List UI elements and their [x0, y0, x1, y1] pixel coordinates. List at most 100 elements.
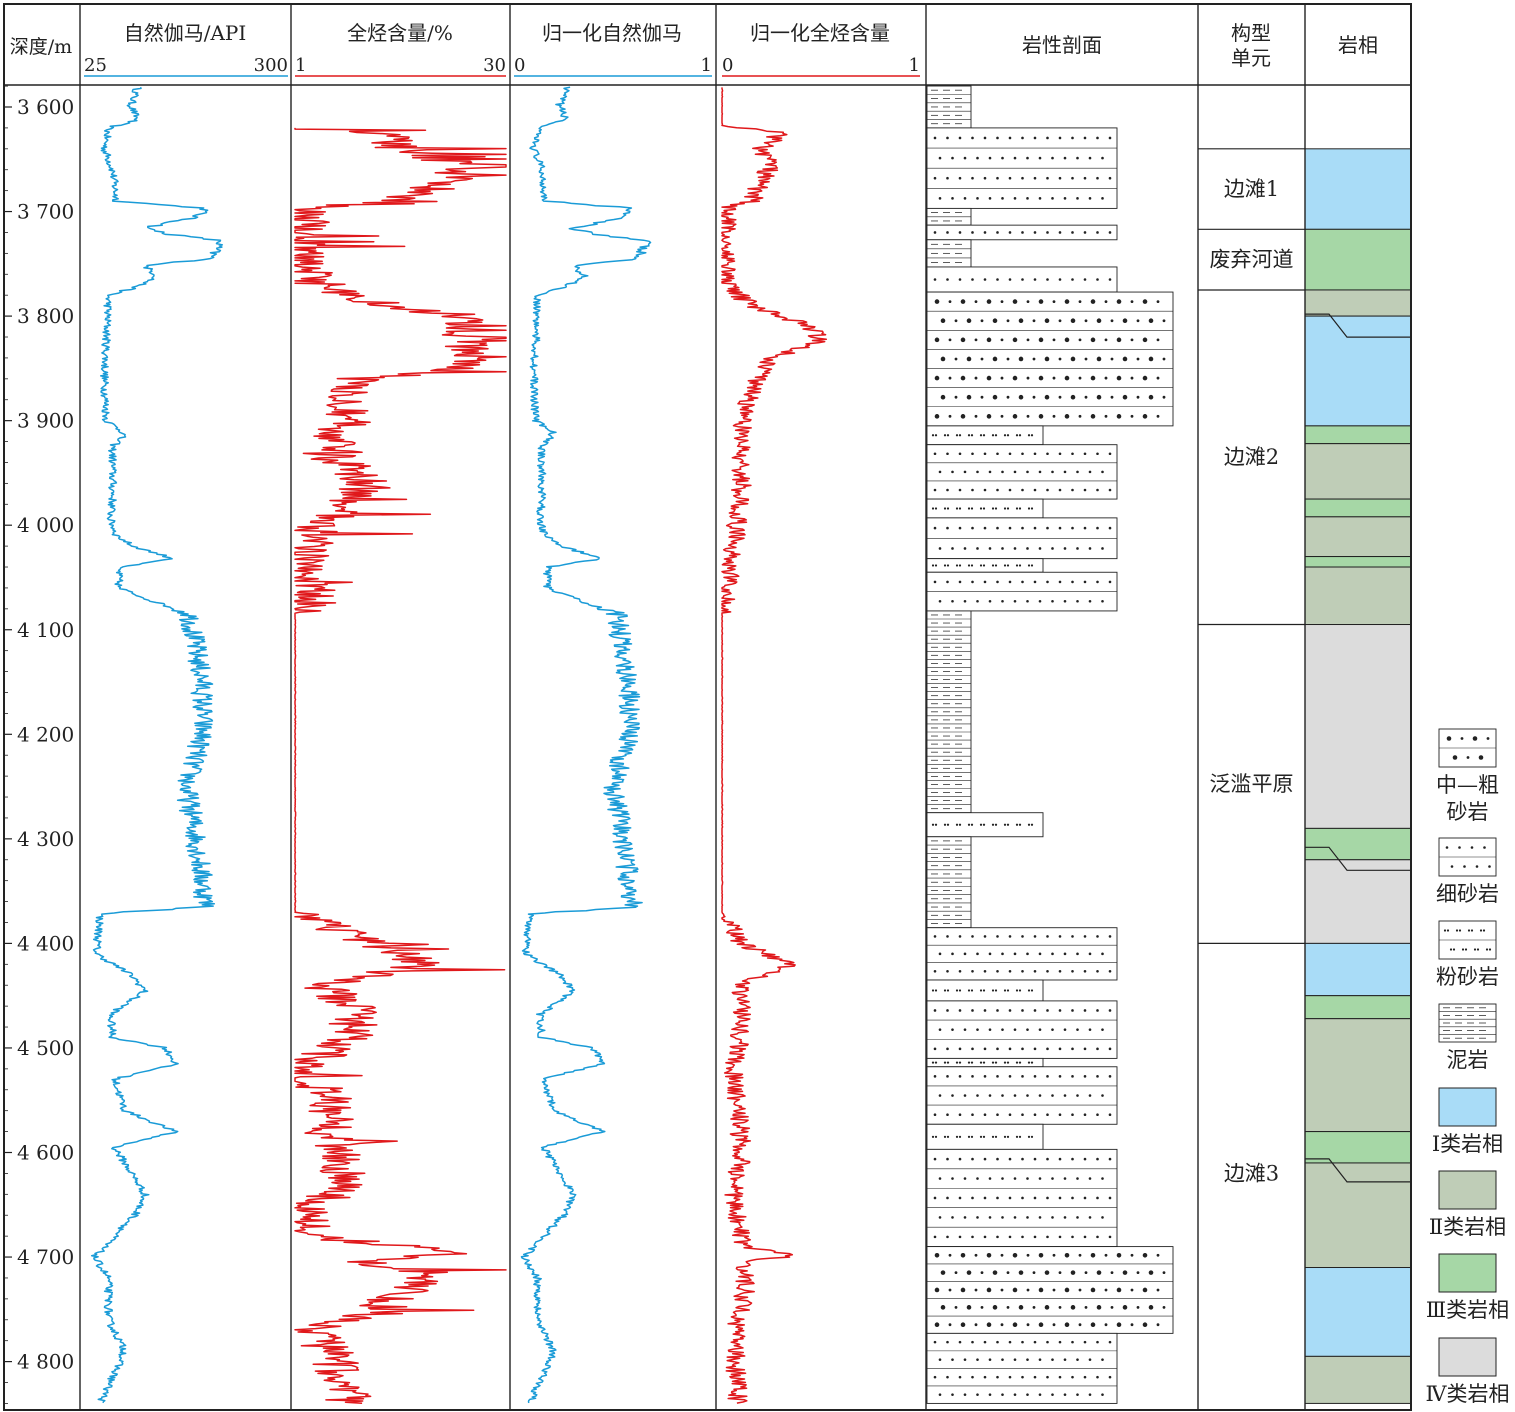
gr-header: 自然伽马/API: [124, 21, 247, 45]
lith-mud-pattern: [926, 85, 972, 129]
ngr-header: 归一化自然伽马: [542, 21, 682, 45]
legend-swatch-fine: [1438, 837, 1497, 877]
lithology-header: 岩性剖面: [1022, 33, 1102, 57]
facies-column: [1304, 148, 1412, 1404]
tg-scale-max: 30: [483, 55, 506, 76]
lith-silt-pattern: [926, 425, 1044, 446]
legend-label: Ⅱ类岩相: [1429, 1215, 1506, 1239]
legend-swatch-facies-IV: [1438, 1337, 1497, 1377]
facies-interval: [1304, 624, 1412, 829]
lith-fine-pattern: [926, 1332, 1118, 1404]
lith-coarse-pattern: [926, 291, 1174, 427]
gr-scale-max: 300: [254, 55, 288, 76]
depth-tick-label: 4 700: [17, 1245, 74, 1269]
unit-label: 边滩1: [1224, 177, 1279, 201]
facies-header: 岩相: [1338, 33, 1378, 57]
facies-interval: [1304, 1162, 1412, 1269]
facies-interval: [1304, 1355, 1412, 1404]
ngr-scale-min: 0: [514, 55, 525, 76]
lithology-column: [926, 85, 1174, 1404]
facies-interval: [1304, 942, 1412, 997]
legend-swatch-mud: [1438, 1003, 1497, 1043]
tg-curve: [294, 127, 507, 1405]
facies-interval: [1304, 148, 1412, 230]
legend-swatch-silt: [1438, 920, 1497, 960]
outer-border: [3, 3, 1412, 1411]
legend-swatch-facies-II: [1438, 1170, 1497, 1210]
facies-interval: [1304, 1018, 1412, 1133]
lith-silt-pattern: [926, 558, 1044, 573]
log-curves: [90, 86, 828, 1405]
lith-mud-pattern: [926, 207, 972, 226]
legend-swatch-facies-I: [1438, 1087, 1497, 1127]
table-frame: [3, 3, 1412, 1411]
facies-interval: [1304, 827, 1412, 861]
facies-interval: [1304, 315, 1412, 427]
legend-label: 粉砂岩: [1436, 965, 1499, 989]
facies-contact-line: [1305, 1158, 1411, 1183]
tg-scale-min: 1: [295, 55, 306, 76]
legend-label: 砂岩: [1447, 800, 1489, 824]
lith-fine-pattern: [926, 266, 1118, 293]
lith-fine-pattern: [926, 127, 1118, 209]
facies-interval: [1304, 1267, 1412, 1357]
lith-fine-pattern: [926, 444, 1118, 500]
ngr-curve: [520, 86, 652, 1404]
facies-contact-line: [1305, 313, 1411, 338]
legend-label: Ⅲ类岩相: [1426, 1298, 1509, 1322]
lith-silt-pattern: [926, 979, 1044, 1002]
lith-fine-pattern: [926, 517, 1118, 560]
legend-label: 中—粗: [1436, 773, 1499, 797]
facies-interval: [1304, 1131, 1412, 1164]
facies-interval: [1304, 516, 1412, 558]
lith-silt-pattern: [926, 498, 1044, 519]
depth-tick-label: 4 800: [17, 1350, 74, 1374]
ntg-curve: [721, 87, 828, 1404]
lith-mud-pattern: [926, 610, 972, 814]
lith-silt-pattern: [926, 812, 1044, 838]
lith-silt-pattern: [926, 1123, 1044, 1150]
depth-tick-label: 4 100: [17, 618, 74, 642]
legend-label: 泥岩: [1447, 1048, 1489, 1072]
lith-fine-pattern: [926, 1148, 1118, 1248]
gr-curve: [90, 86, 224, 1404]
legend-swatch-facies-III: [1438, 1253, 1497, 1293]
depth-tick-label: 3 900: [17, 409, 74, 433]
facies-interval: [1304, 443, 1412, 500]
lith-fine-pattern: [926, 1000, 1118, 1059]
gr-scale-min: 25: [84, 55, 107, 76]
unit-label: 废弃河道: [1210, 248, 1294, 272]
depth-axis: 3 600 3 700 3 800 3 900 4 000 4 100 4 200 4 300…: [4, 85, 74, 1404]
ngr-scale-max: 1: [701, 55, 712, 76]
facies-interval: [1304, 859, 1412, 944]
depth-tick-label: 4 300: [17, 827, 74, 851]
legend-label: Ⅳ类岩相: [1426, 1382, 1510, 1406]
lith-fine-pattern: [926, 927, 1118, 981]
facies-interval: [1304, 289, 1412, 317]
facies-interval: [1304, 425, 1412, 445]
legend-label: Ⅰ类岩相: [1432, 1132, 1503, 1156]
lith-mud-pattern: [926, 836, 972, 929]
depth-tick-label: 4 400: [17, 931, 74, 955]
depth-tick-label: 3 800: [17, 304, 74, 328]
ntg-scale-max: 1: [909, 55, 920, 76]
lith-fine-pattern: [926, 1066, 1118, 1125]
lith-coarse-pattern: [926, 1246, 1174, 1334]
facies-interval: [1304, 228, 1412, 291]
facies-contact-line: [1305, 846, 1411, 871]
column-headers: 深度/m 自然伽马/API 全烃含量/% 归一化自然伽马 归一化全烃含量 岩性剖…: [10, 21, 1378, 76]
lith-fine-pattern: [926, 224, 1118, 241]
lith-fine-pattern: [926, 571, 1118, 612]
unit-label: 边滩3: [1224, 1161, 1279, 1185]
facies-interval: [1304, 566, 1412, 626]
depth-tick-label: 3 700: [17, 200, 74, 224]
unit-header-line1: 构型: [1231, 21, 1271, 45]
depth-tick-label: 4 600: [17, 1141, 74, 1165]
ntg-scale-min: 0: [722, 55, 733, 76]
unit-header-line2: 单元: [1231, 46, 1271, 70]
legend-label: 细砂岩: [1436, 882, 1499, 906]
lith-mud-pattern: [926, 239, 972, 268]
depth-tick-label: 4 500: [17, 1036, 74, 1060]
